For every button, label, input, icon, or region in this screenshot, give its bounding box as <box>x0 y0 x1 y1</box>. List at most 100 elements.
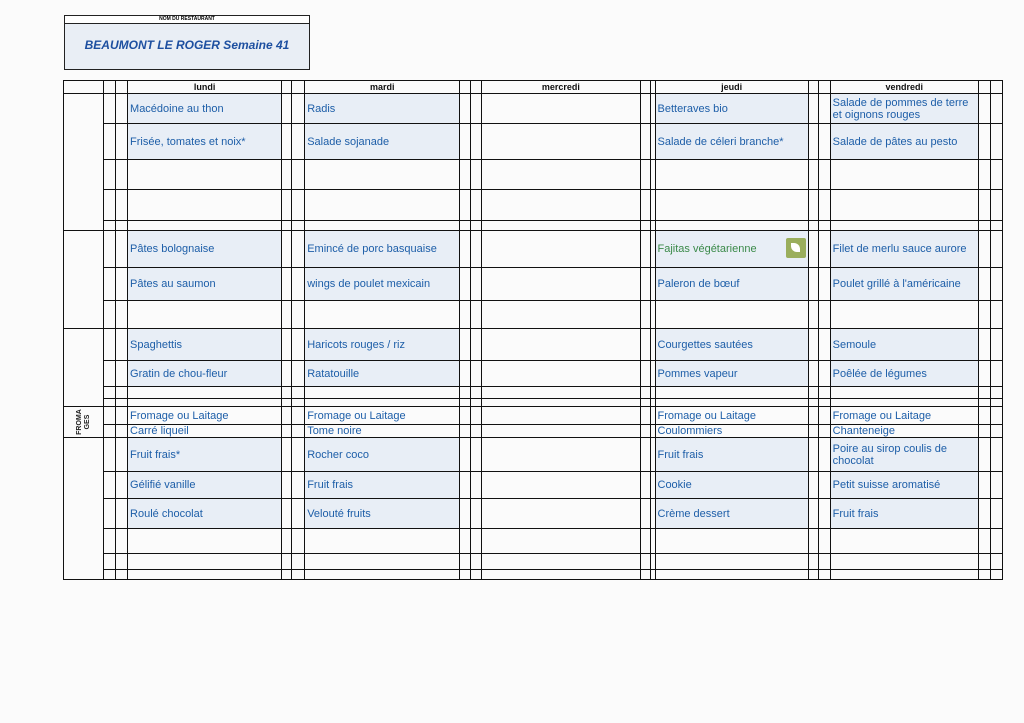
menu-item-jeudi: Betteraves bio <box>654 93 809 124</box>
spacer <box>115 267 129 301</box>
spacer <box>115 220 129 231</box>
spacer <box>470 80 483 94</box>
menu-item-jeudi <box>654 569 809 580</box>
menu-item-mardi <box>304 189 461 221</box>
day-header-jeudi: jeudi <box>654 80 809 94</box>
spacer <box>989 553 1004 570</box>
spacer <box>281 80 293 94</box>
menu-item-lundi <box>127 189 283 221</box>
spacer <box>281 386 293 399</box>
spacer <box>639 93 651 124</box>
spacer <box>989 159 1004 190</box>
menu-item-lundi <box>127 569 283 580</box>
menu-item-mercredi <box>481 528 641 554</box>
menu-item-vendredi: Chanteneige <box>829 424 979 438</box>
spacer <box>989 360 1004 387</box>
category-label: FROMA GES <box>62 406 105 438</box>
spacer <box>989 398 1004 407</box>
menu-item-mercredi <box>481 553 641 570</box>
spacer <box>115 528 129 554</box>
spacer <box>281 360 293 387</box>
spacer <box>977 189 991 221</box>
spacer <box>459 93 472 124</box>
spacer <box>459 80 472 94</box>
menu-item-mardi: Salade sojanade <box>304 123 461 160</box>
spacer <box>807 424 819 438</box>
menu-item-mardi: Rocher coco <box>304 437 461 472</box>
spacer <box>115 159 129 190</box>
menu-item-vendredi: Fruit frais <box>829 498 979 529</box>
spacer <box>103 123 117 160</box>
spacer <box>103 437 117 472</box>
menu-item-jeudi <box>654 159 809 190</box>
menu-item-jeudi <box>654 386 809 399</box>
spacer <box>291 360 306 387</box>
spacer <box>103 267 117 301</box>
menu-item-lundi <box>127 159 283 190</box>
spacer <box>807 93 819 124</box>
spacer <box>103 189 117 221</box>
spacer <box>115 123 129 160</box>
menu-item-mercredi <box>481 471 641 499</box>
spacer <box>103 569 117 580</box>
menu-row <box>64 398 1004 407</box>
spacer <box>281 220 293 231</box>
menu-item-mercredi <box>481 398 641 407</box>
spacer <box>807 80 819 94</box>
spacer <box>103 93 117 124</box>
spacer <box>977 159 991 190</box>
spacer <box>103 386 117 399</box>
spacer <box>807 230 819 268</box>
spacer <box>817 230 831 268</box>
spacer <box>989 424 1004 438</box>
spacer <box>115 424 129 438</box>
category-label: ACCOMPAGNEMENTS <box>62 328 105 407</box>
spacer <box>459 437 472 472</box>
spacer <box>459 569 472 580</box>
spacer <box>103 80 117 94</box>
spacer <box>291 93 306 124</box>
spacer <box>103 328 117 361</box>
day-header-mercredi: mercredi <box>481 80 641 94</box>
spacer <box>281 93 293 124</box>
menu-row: Gélifié vanille Fruit frais Cookie Petit su… <box>64 471 1004 499</box>
menu-item-mardi: Emincé de porc basquaise <box>304 230 461 268</box>
spacer <box>470 300 483 329</box>
menu-item-jeudi: Crème dessert <box>654 498 809 529</box>
spacer <box>817 569 831 580</box>
menu-item-vendredi <box>829 569 979 580</box>
spacer <box>291 328 306 361</box>
spacer <box>639 80 651 94</box>
spacer <box>817 471 831 499</box>
menu-row <box>64 189 1004 221</box>
menu-item-vendredi <box>829 553 979 570</box>
spacer <box>989 230 1004 268</box>
spacer <box>470 123 483 160</box>
menu-item-jeudi: Fromage ou Laitage <box>654 406 809 425</box>
spacer <box>103 230 117 268</box>
spacer <box>291 300 306 329</box>
spacer <box>103 424 117 438</box>
spacer <box>807 569 819 580</box>
menu-item-mardi <box>304 553 461 570</box>
menu-item-mardi <box>304 528 461 554</box>
menu-item-mercredi <box>481 220 641 231</box>
menu-row <box>64 569 1004 580</box>
spacer <box>807 386 819 399</box>
spacer <box>817 398 831 407</box>
menu-item-mercredi <box>481 437 641 472</box>
spacer <box>817 300 831 329</box>
spacer <box>115 471 129 499</box>
spacer <box>989 267 1004 301</box>
spacer <box>281 406 293 425</box>
menu-item-mardi: wings de poulet mexicain <box>304 267 461 301</box>
spacer <box>817 553 831 570</box>
menu-item-mercredi <box>481 123 641 160</box>
spacer <box>989 437 1004 472</box>
spacer <box>470 437 483 472</box>
menu-item-jeudi: Fruit frais <box>654 437 809 472</box>
spacer <box>639 528 651 554</box>
spacer <box>470 424 483 438</box>
spacer <box>977 300 991 329</box>
spacer <box>103 498 117 529</box>
